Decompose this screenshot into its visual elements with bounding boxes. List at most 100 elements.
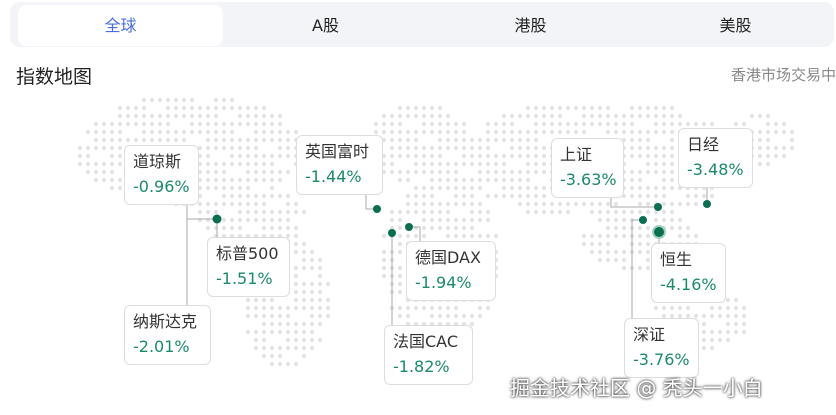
map-dot xyxy=(437,177,443,183)
map-dot xyxy=(261,201,267,207)
index-name: 纳斯达克 xyxy=(133,312,198,331)
marker-nikkei xyxy=(703,200,711,208)
map-dot xyxy=(229,161,235,167)
map-dot xyxy=(285,305,291,311)
index-card-sp500[interactable]: 标普500 -1.51% xyxy=(207,237,290,297)
index-card-nasdaq[interactable]: 纳斯达克 -2.01% xyxy=(124,305,211,365)
map-dot xyxy=(485,121,491,127)
map-dot xyxy=(109,169,115,175)
map-dot xyxy=(525,193,531,199)
map-dot xyxy=(517,201,523,207)
map-dot xyxy=(445,209,451,215)
map-dot xyxy=(229,145,235,151)
map-dot xyxy=(597,105,603,111)
index-card-cac[interactable]: 法国CAC -1.82% xyxy=(384,325,473,385)
map-dot xyxy=(309,297,315,303)
tab-a-shares[interactable]: A股 xyxy=(312,16,339,35)
map-dot xyxy=(405,305,411,311)
map-dot xyxy=(285,345,291,351)
map-dot xyxy=(133,105,139,111)
map-dot xyxy=(645,145,651,151)
map-dot xyxy=(309,345,315,351)
map-dot xyxy=(677,121,683,127)
map-dot xyxy=(541,129,547,135)
map-dot xyxy=(413,233,419,239)
map-dot xyxy=(485,145,491,151)
map-dot xyxy=(229,137,235,143)
map-dot xyxy=(429,305,435,311)
map-dot xyxy=(261,329,267,335)
tab-us-stocks[interactable]: 美股 xyxy=(719,16,752,35)
map-dot xyxy=(109,137,115,143)
map-dot xyxy=(117,129,123,135)
map-dot xyxy=(245,121,251,127)
map-dot xyxy=(549,121,555,127)
map-dot xyxy=(229,105,235,111)
map-dot xyxy=(741,329,747,335)
map-dot xyxy=(445,201,451,207)
map-dot xyxy=(621,257,627,263)
map-dot xyxy=(261,105,267,111)
map-dot xyxy=(469,185,475,191)
index-card-hangseng[interactable]: 恒生 -4.16% xyxy=(651,243,726,303)
map-dot xyxy=(389,129,395,135)
map-dot xyxy=(629,153,635,159)
index-change: -0.96% xyxy=(133,177,190,196)
map-dot xyxy=(573,129,579,135)
map-dot xyxy=(429,193,435,199)
map-dot xyxy=(293,209,299,215)
map-dot xyxy=(445,177,451,183)
map-dot xyxy=(301,353,307,359)
map-dot xyxy=(189,113,195,119)
map-dot xyxy=(213,161,219,167)
map-dot xyxy=(85,145,91,151)
map-dot xyxy=(605,233,611,239)
map-dot xyxy=(525,105,531,111)
map-dot xyxy=(237,193,243,199)
index-card-shenzhen[interactable]: 深证 -3.76% xyxy=(624,318,699,378)
index-card-shanghai[interactable]: 上证 -3.63% xyxy=(551,138,624,198)
map-dot xyxy=(261,113,267,119)
tab-global[interactable]: 全球 xyxy=(18,5,223,46)
map-dot xyxy=(757,137,763,143)
map-dot xyxy=(245,313,251,319)
map-dot xyxy=(381,121,387,127)
map-dot xyxy=(197,209,203,215)
map-dot xyxy=(397,249,403,255)
map-dot xyxy=(293,249,299,255)
marker-sp500 xyxy=(212,214,222,224)
map-dot xyxy=(725,329,731,335)
map-dot xyxy=(405,209,411,215)
index-name: 英国富时 xyxy=(305,142,370,161)
map-dot xyxy=(165,105,171,111)
index-card-dax[interactable]: 德国DAX -1.94% xyxy=(406,241,496,301)
map-dot xyxy=(637,129,643,135)
map-dot xyxy=(589,209,595,215)
index-card-nikkei[interactable]: 日经 -3.48% xyxy=(678,128,753,188)
map-dot xyxy=(637,105,643,111)
map-dot xyxy=(437,121,443,127)
map-dot xyxy=(509,145,515,151)
map-dot xyxy=(293,345,299,351)
map-dot xyxy=(765,121,771,127)
index-card-dow[interactable]: 道琼斯 -0.96% xyxy=(124,145,199,205)
index-card-ftse[interactable]: 英国富时 -1.44% xyxy=(296,135,383,195)
map-dot xyxy=(317,305,323,311)
map-dot xyxy=(701,121,707,127)
index-name: 标普500 xyxy=(216,244,279,263)
map-dot xyxy=(701,193,707,199)
map-dot xyxy=(669,209,675,215)
map-dot xyxy=(445,121,451,127)
tab-hk-stocks[interactable]: 港股 xyxy=(514,16,547,35)
map-dot xyxy=(661,113,667,119)
map-dot xyxy=(469,209,475,215)
map-dot xyxy=(637,137,643,143)
map-dot xyxy=(117,161,123,167)
map-dot xyxy=(253,129,259,135)
index-name: 日经 xyxy=(687,135,720,154)
map-dot xyxy=(541,105,547,111)
map-dot xyxy=(389,169,395,175)
map-dot xyxy=(629,209,635,215)
map-dot xyxy=(557,209,563,215)
map-dot xyxy=(605,249,611,255)
